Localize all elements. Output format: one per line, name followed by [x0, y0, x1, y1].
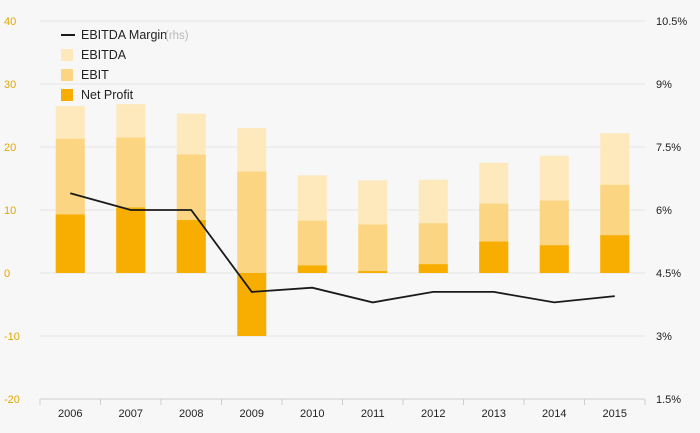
net-profit-bar [55, 214, 85, 273]
right-tick-label: 10.5% [656, 16, 687, 28]
net-profit-bar [176, 220, 206, 273]
left-tick-label: 30 [4, 79, 16, 91]
legend: EBITDA Margin (rhs) EBITDA EBIT Net Prof… [61, 28, 189, 102]
legend-ebitda-label: EBITDA [81, 48, 127, 62]
net-profit-bar [358, 271, 388, 273]
legend-ebit-label: EBIT [81, 68, 109, 82]
x-tick-label: 2011 [361, 408, 385, 420]
legend-net-profit-label: Net Profit [81, 88, 134, 102]
right-tick-label: 3% [656, 331, 672, 343]
left-tick-label: 10 [4, 205, 16, 217]
net-profit-bar [237, 273, 267, 336]
x-tick-label: 2014 [542, 408, 566, 420]
left-tick-label: -20 [4, 394, 20, 406]
ebitda-margin-line [70, 192, 615, 304]
right-tick-label: 9% [656, 79, 672, 91]
legend-ebit-swatch [61, 69, 73, 81]
legend-net-profit-swatch [61, 89, 73, 101]
margin-line-layer [70, 192, 615, 304]
net-profit-bar [418, 264, 448, 273]
ebit-bar [358, 224, 388, 273]
net-profit-bar [539, 245, 569, 273]
x-tick-label: 2012 [421, 408, 445, 420]
ebit-bar [237, 171, 267, 273]
left-tick-label: 40 [4, 16, 16, 28]
x-tick-label: 2008 [179, 408, 203, 420]
x-tick-label: 2007 [119, 408, 143, 420]
legend-ebitda-swatch [61, 49, 73, 61]
x-tick-label: 2013 [482, 408, 506, 420]
left-tick-label: 0 [4, 268, 10, 280]
right-tick-label: 7.5% [656, 142, 681, 154]
legend-margin-label: EBITDA Margin [81, 28, 167, 42]
right-tick-label: 1.5% [656, 394, 681, 406]
right-tick-label: 4.5% [656, 268, 681, 280]
bars [55, 104, 630, 336]
axes: -20 -10 0 10 20 30 40 1.5% 3% 4.5% 6% 7.5% 9% 10.5% 20… [4, 16, 687, 420]
legend-margin-sub: (rhs) [165, 30, 189, 42]
x-tick-label: 2009 [240, 408, 264, 420]
net-profit-bar [297, 265, 327, 273]
x-tick-label: 2015 [603, 408, 627, 420]
ebit-bar [297, 220, 327, 273]
left-tick-label: -10 [4, 331, 20, 343]
net-profit-bar [600, 235, 630, 273]
net-profit-bar [479, 241, 509, 273]
left-tick-label: 20 [4, 142, 16, 154]
net-profit-bar [116, 207, 146, 273]
right-tick-label: 6% [656, 205, 672, 217]
x-tick-label: 2010 [300, 408, 324, 420]
x-tick-label: 2006 [58, 408, 82, 420]
